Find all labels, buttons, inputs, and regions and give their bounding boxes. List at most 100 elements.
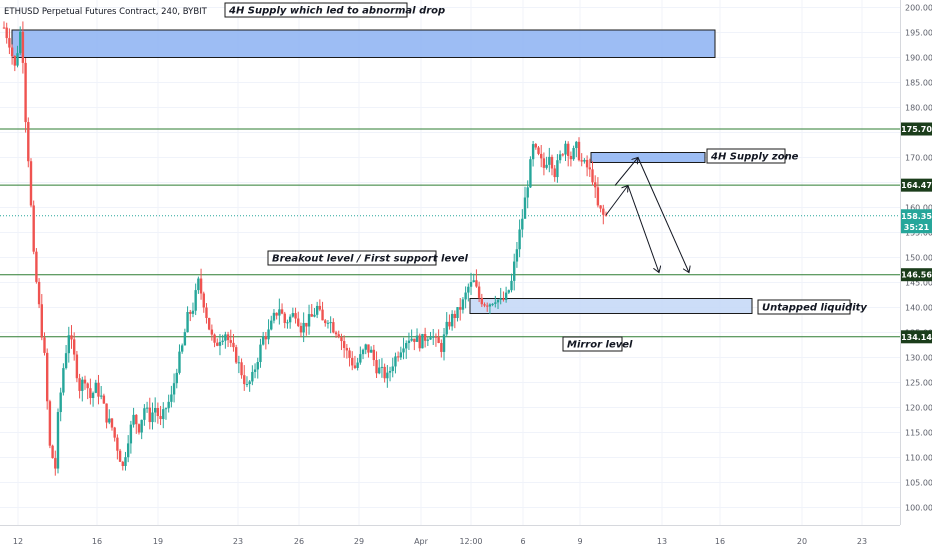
candle-body	[580, 160, 583, 162]
candle-body	[345, 347, 349, 351]
candle-body	[126, 443, 130, 458]
candle-body	[450, 313, 454, 327]
y-tick-label: 190.00	[905, 54, 932, 63]
candle-body	[64, 353, 68, 369]
candle-body	[321, 309, 324, 321]
candle-body	[202, 293, 205, 308]
candle-body	[529, 159, 532, 188]
candle-body	[556, 160, 559, 178]
candle-body	[472, 280, 475, 282]
candle-body	[453, 313, 457, 319]
y-tick-label: 150.00	[905, 254, 932, 263]
candle-body	[429, 337, 432, 340]
y-tick-label: 120.00	[905, 404, 932, 413]
candle-body	[388, 371, 392, 373]
grid	[0, 0, 900, 525]
candle-body	[494, 302, 497, 304]
candle-body	[407, 340, 411, 344]
candle-body	[151, 412, 154, 423]
candle-body	[348, 350, 351, 358]
candle-body	[299, 325, 303, 333]
candle-body	[180, 345, 184, 352]
candle-body	[477, 286, 481, 298]
candle-body	[110, 418, 114, 428]
annotation-text-supply-4h-zone: 4H Supply zone	[710, 152, 799, 163]
candle-body	[18, 31, 22, 54]
candle-body	[572, 148, 575, 160]
x-tick-label: 12:00	[459, 537, 482, 546]
candle-body	[540, 153, 543, 159]
candle-body	[37, 281, 41, 305]
candle-body	[259, 344, 262, 363]
candle-body	[445, 321, 448, 335]
symbol-title: ETHUSD Perpetual Futures Contract, 240, …	[4, 7, 208, 17]
candle-body	[356, 362, 359, 368]
y-tick-label: 180.00	[905, 104, 932, 113]
candle-body	[332, 322, 335, 333]
candle-body	[378, 367, 381, 374]
candle-body	[353, 365, 357, 368]
projection-arrows	[605, 158, 689, 273]
candle-body	[175, 372, 178, 384]
candle-body	[469, 281, 473, 287]
candle-body	[91, 392, 95, 399]
x-tick-label: 20	[797, 537, 807, 546]
candle-body	[510, 280, 513, 291]
candle-body	[83, 379, 87, 384]
candle-body	[364, 344, 367, 350]
candle-body	[172, 383, 176, 395]
annotation-box-mirror	[562, 336, 623, 352]
horizontal-levels	[0, 128, 900, 338]
candle-body	[224, 334, 227, 341]
price-axis: 100.00 105.00 110.00 115.00 120.00 125.00 130.…	[900, 0, 932, 550]
level-tag-label: 134.14	[901, 333, 932, 342]
candle-body	[351, 357, 354, 366]
candle-body	[240, 362, 243, 376]
y-tick-label: 110.00	[905, 454, 932, 463]
current-price-tag	[901, 209, 932, 234]
candle-body	[51, 445, 54, 459]
candle-body	[27, 122, 30, 162]
candle-body	[604, 214, 608, 216]
candle-body	[410, 338, 413, 341]
candle-body	[218, 341, 222, 346]
candle-body	[523, 197, 527, 219]
candle-body	[480, 297, 484, 305]
candle-body	[340, 337, 343, 342]
candle-body	[56, 412, 60, 469]
candle-body	[229, 340, 232, 343]
candle-body	[399, 352, 403, 358]
candle-body	[437, 337, 440, 344]
y-tick-label: 200.00	[905, 4, 932, 13]
candle-body	[275, 312, 278, 316]
candle-body	[10, 47, 14, 57]
current-price-label: 158.35	[901, 212, 932, 221]
candle-body	[394, 356, 397, 367]
projection-arrow	[627, 185, 659, 273]
candle-body	[24, 62, 27, 123]
candle-body	[553, 168, 556, 178]
candle-body	[369, 349, 373, 353]
candle-body	[286, 322, 289, 324]
x-tick-label: 13	[657, 537, 667, 546]
candle-body	[197, 278, 200, 291]
x-tick-label: 23	[233, 537, 243, 546]
y-tick-label: 115.00	[905, 429, 932, 438]
y-tick-label: 140.00	[905, 304, 932, 313]
zone-rect	[469, 298, 753, 314]
candle-body	[102, 395, 106, 404]
candle-body	[205, 307, 208, 318]
candle-body	[521, 218, 524, 230]
candle-body	[189, 311, 192, 314]
candle-body	[164, 408, 168, 410]
level-tag	[901, 268, 932, 282]
candle-body	[418, 335, 421, 349]
candle-body	[105, 403, 108, 423]
candle-body	[561, 154, 565, 156]
candle-body	[496, 299, 500, 303]
candle-body	[602, 208, 605, 215]
candle-body	[159, 416, 162, 420]
candle-body	[226, 334, 230, 341]
candle-body	[183, 332, 187, 346]
candle-body	[486, 305, 489, 307]
